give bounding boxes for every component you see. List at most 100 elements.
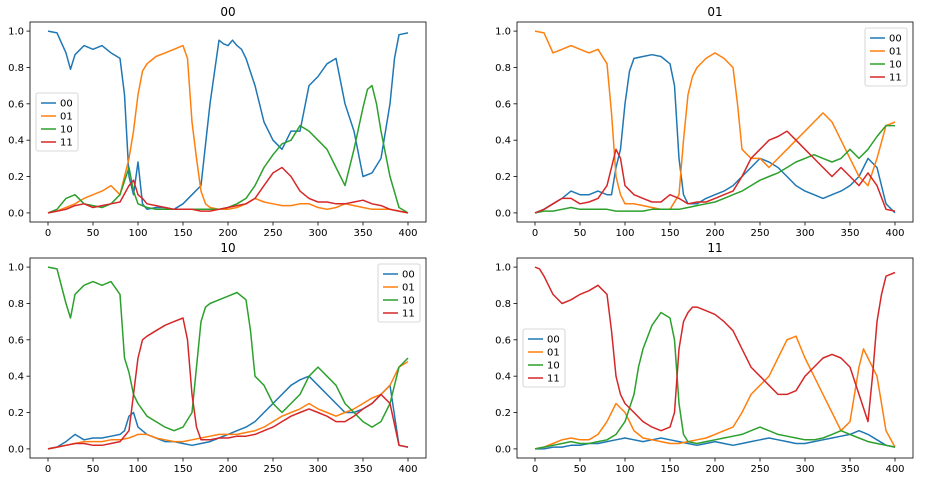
chart-panel-01: 010 50 100 150 200 250 300 350 4000.00.20.40.60.… [495, 5, 914, 239]
axes-frame [29, 21, 427, 223]
x-tick-label: 200 [218, 228, 237, 239]
x-tick-label: 0 [45, 228, 51, 239]
axes-frame [516, 21, 914, 223]
legend-label: 11 [547, 374, 560, 385]
x-tick-label: 300 [795, 228, 814, 239]
x-tick-label: 300 [795, 464, 814, 475]
x-tick-label: 0 [532, 228, 538, 239]
legend-label: 01 [60, 112, 73, 123]
series-line-10 [534, 311, 896, 450]
y-tick-label: 0.0 [8, 444, 24, 455]
x-tick-label: 150 [173, 228, 192, 239]
series-line-00 [534, 53, 896, 214]
x-tick-label: 250 [750, 464, 769, 475]
legend-label: 10 [889, 60, 902, 71]
legend-label: 11 [60, 138, 73, 149]
y-tick-label: 0.0 [495, 208, 511, 219]
chart-panel-00: 000 50 100 150 200 250 300 350 4000.00.20.40.60.… [8, 5, 427, 239]
x-tick-label: 0 [532, 464, 538, 475]
x-tick-label: 150 [173, 464, 192, 475]
legend-box [377, 263, 421, 323]
x-tick-label: 100 [128, 464, 147, 475]
y-tick-label: 0.2 [495, 172, 511, 183]
y-tick-label: 1.0 [495, 27, 511, 38]
x-tick-label: 200 [218, 464, 237, 475]
x-tick-label: 300 [308, 228, 327, 239]
chart-title: 00 [220, 5, 235, 19]
legend: 00 01 10 11 [377, 263, 421, 323]
x-tick-label: 350 [840, 464, 859, 475]
legend-label: 00 [402, 270, 415, 281]
y-tick-label: 0.8 [495, 63, 511, 74]
axes-frame [29, 257, 427, 459]
legend-box [522, 328, 566, 388]
y-tick-label: 0.2 [495, 408, 511, 419]
y-tick-label: 1.0 [495, 263, 511, 274]
legend-box [35, 92, 79, 152]
y-tick-label: 0.4 [495, 136, 511, 147]
legend-label: 11 [402, 309, 415, 320]
legend-label: 10 [402, 296, 415, 307]
x-tick-label: 50 [87, 464, 100, 475]
y-tick-label: 0.4 [495, 372, 511, 383]
legend: 00 01 10 11 [522, 328, 566, 388]
x-tick-label: 100 [128, 228, 147, 239]
y-tick-label: 0.2 [8, 172, 24, 183]
x-tick-label: 250 [263, 228, 282, 239]
x-tick-label: 50 [574, 228, 587, 239]
y-tick-label: 0.6 [8, 335, 24, 346]
series-line-10 [47, 266, 409, 432]
series-line-11 [534, 266, 896, 432]
legend-label: 01 [889, 47, 902, 58]
x-tick-label: 400 [885, 464, 904, 475]
legend-label: 00 [547, 335, 560, 346]
x-tick-label: 150 [660, 464, 679, 475]
legend-label: 11 [889, 73, 902, 84]
series-line-00 [535, 429, 896, 450]
legend-label: 01 [547, 348, 560, 359]
x-tick-label: 100 [615, 228, 634, 239]
x-tick-label: 50 [574, 464, 587, 475]
x-tick-label: 250 [263, 464, 282, 475]
x-tick-label: 150 [660, 228, 679, 239]
legend-label: 01 [402, 283, 415, 294]
x-tick-label: 0 [45, 464, 51, 475]
series-line-01 [534, 30, 896, 211]
x-tick-label: 50 [87, 228, 100, 239]
y-tick-label: 0.8 [8, 299, 24, 310]
x-tick-label: 350 [353, 228, 372, 239]
chart-panel-11: 11 0 50 100 150 200 250 300 350 400 0.0 0.2 0.4 0.6 0.… [495, 241, 914, 475]
legend-label: 00 [60, 99, 73, 110]
series-line-01 [47, 44, 409, 214]
legend: 00 01 10 11 [864, 27, 908, 87]
series-line-01 [534, 335, 896, 450]
x-tick-label: 350 [353, 464, 372, 475]
series-line-01 [47, 360, 409, 450]
series-line-11 [534, 130, 896, 214]
x-tick-label: 200 [705, 228, 724, 239]
chart-title: 11 [707, 241, 722, 255]
legend: 00 01 10 11 [35, 92, 79, 152]
y-tick-label: 0.6 [8, 99, 24, 110]
y-tick-label: 0.2 [8, 408, 24, 419]
y-tick-label: 0.6 [495, 335, 511, 346]
series-line-10 [534, 124, 895, 214]
legend-box [864, 27, 908, 87]
legend-label: 10 [547, 361, 560, 372]
chart-title: 01 [707, 5, 722, 19]
y-tick-label: 1.0 [8, 27, 24, 38]
series-line-10 [47, 84, 409, 214]
chart-panel-10: 100 50 100 150 200 250 300 350 4000.00.20.40.60.… [8, 241, 427, 475]
chart-title: 10 [220, 241, 235, 255]
y-tick-label: 0.4 [8, 372, 24, 383]
x-tick-label: 300 [308, 464, 327, 475]
series-line-11 [47, 317, 409, 450]
series-line-11 [47, 166, 409, 214]
x-tick-label: 400 [398, 464, 417, 475]
x-tick-label: 100 [615, 464, 634, 475]
y-tick-label: 0.0 [8, 208, 24, 219]
y-tick-label: 0.4 [8, 136, 24, 147]
y-tick-label: 0.0 [495, 444, 511, 455]
legend-label: 10 [60, 125, 73, 136]
